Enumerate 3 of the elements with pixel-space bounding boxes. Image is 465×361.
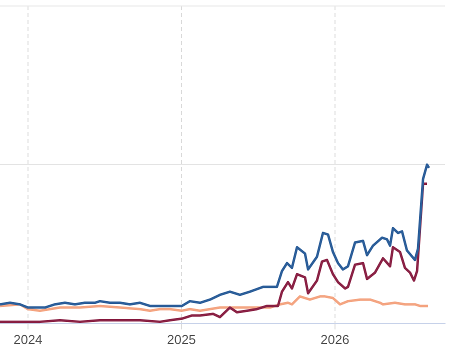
x-tick-label: 2026 <box>320 332 350 347</box>
x-tick-label: 2025 <box>166 332 196 347</box>
x-tick-label: 2024 <box>13 332 42 347</box>
